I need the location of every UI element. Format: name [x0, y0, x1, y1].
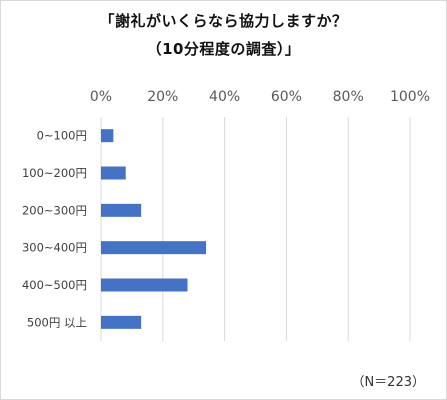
- category-label: 500円 以上: [27, 315, 87, 329]
- category-label: 100~200円: [22, 166, 87, 180]
- bar: [101, 203, 142, 217]
- category-label: 400~500円: [22, 278, 87, 292]
- gridlines: [100, 117, 411, 341]
- sample-size-note: （N＝223）: [351, 375, 425, 390]
- x-axis-tick-labels: 0% 20% 40% 60% 80% 100%: [90, 89, 430, 105]
- bar: [101, 315, 142, 329]
- x-tick-label: 60%: [271, 89, 302, 105]
- x-tick-label: 80%: [333, 89, 364, 105]
- category-label: 200~300円: [22, 203, 87, 217]
- chart-title-line-1: 「謝礼がいくらなら協力しますか？: [99, 12, 348, 30]
- bar: [101, 166, 126, 180]
- category-label: 300~400円: [22, 241, 87, 255]
- category-label: 0~100円: [37, 129, 87, 143]
- x-tick-label: 0%: [90, 89, 112, 105]
- category-labels: 0~100円 100~200円 200~300円 300~400円 400~500円 50…: [22, 129, 87, 330]
- x-tick-label: 40%: [209, 89, 240, 105]
- chart-title-line-2: （10分程度の調査）」: [146, 40, 301, 58]
- bar: [101, 241, 207, 255]
- bar: [101, 129, 114, 143]
- bar: [101, 278, 188, 292]
- x-tick-label: 100%: [390, 89, 430, 105]
- bars: [101, 129, 207, 329]
- x-tick-label: 20%: [147, 89, 178, 105]
